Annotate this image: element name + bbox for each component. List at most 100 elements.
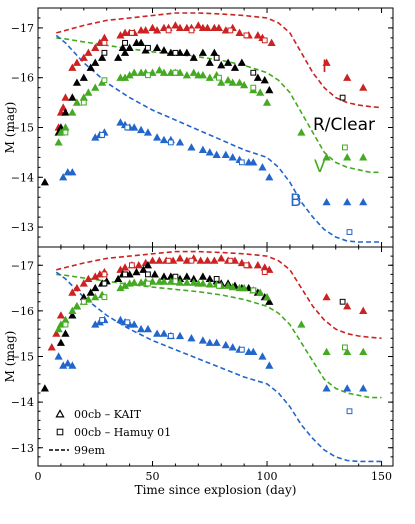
kait-point-B xyxy=(359,384,368,392)
kait-point-R xyxy=(205,58,214,66)
kait-point-V xyxy=(130,68,139,76)
model-curve-B xyxy=(55,34,382,243)
kait-point-R xyxy=(224,58,233,66)
kait-point-V xyxy=(72,98,82,106)
hamuy-point-V xyxy=(342,144,348,151)
hamuy-point-V xyxy=(250,84,257,91)
kait-point-V xyxy=(240,283,249,292)
kait-point-B xyxy=(159,135,169,144)
kait-point-V xyxy=(54,324,63,333)
kait-point-R xyxy=(189,53,198,61)
kait-point-R xyxy=(91,283,100,292)
y-tick-label: −15 xyxy=(11,351,34,364)
kait-point-I xyxy=(47,343,56,351)
hamuy-point-V xyxy=(216,74,222,81)
hamuy-point-B xyxy=(346,229,353,235)
kait-point-R xyxy=(217,61,226,69)
hamuy-point-B xyxy=(124,124,131,131)
x-axis-label: Time since explosion (day) xyxy=(135,483,297,497)
hamuy-point-V xyxy=(62,129,69,136)
hamuy-point-I xyxy=(261,37,268,44)
kait-point-I xyxy=(100,33,109,41)
kait-point-V xyxy=(256,88,265,96)
kait-point-I xyxy=(148,256,157,264)
kait-point-I xyxy=(171,21,180,29)
kait-point-I xyxy=(235,28,244,37)
kait-point-V xyxy=(159,68,169,76)
top-panel: −13 −14 −15 −16 −17 M (mag) I R/Clear VB xyxy=(3,7,394,248)
hamuy-point-I xyxy=(227,27,234,34)
hamuy-point-B xyxy=(167,333,174,339)
model-curve-I xyxy=(56,250,382,339)
kait-point-B xyxy=(198,336,207,344)
kait-point-V xyxy=(359,347,368,356)
kait-point-I xyxy=(203,256,212,264)
hamuy-point-B xyxy=(99,132,106,138)
kait-point-B xyxy=(265,361,274,369)
model-curve-V xyxy=(56,37,382,174)
x-tick-label: 50 xyxy=(146,470,160,483)
kait-point-I xyxy=(322,58,331,66)
kait-point-B xyxy=(258,352,267,360)
kait-point-V xyxy=(359,153,368,161)
x-tick-label: 100 xyxy=(257,470,278,483)
kait-point-I xyxy=(253,31,262,39)
hamuy-point-V xyxy=(172,278,179,285)
band-label-R: R/Clear xyxy=(313,115,375,135)
kait-point-I xyxy=(79,53,88,61)
kait-point-B xyxy=(212,150,221,159)
kait-point-I xyxy=(196,256,205,264)
kait-point-R xyxy=(153,43,162,51)
kait-point-B xyxy=(359,197,368,206)
kait-point-R xyxy=(253,73,262,81)
kait-point-R xyxy=(118,43,127,51)
kait-point-I xyxy=(359,83,368,91)
kait-point-B xyxy=(175,138,185,146)
kait-point-V xyxy=(182,70,191,79)
kait-point-B xyxy=(68,361,77,369)
kait-point-I xyxy=(210,256,219,264)
kait-point-R xyxy=(68,93,77,101)
kait-point-R xyxy=(182,48,191,56)
y-axis-label: M (mag) xyxy=(3,102,17,154)
hamuy-point-R xyxy=(172,49,179,56)
kait-point-V xyxy=(68,108,77,116)
kait-point-B xyxy=(205,338,214,346)
kait-point-I xyxy=(56,311,65,319)
kait-point-I xyxy=(253,261,262,269)
kait-point-I xyxy=(148,23,157,32)
kait-point-V xyxy=(235,78,244,86)
hamuy-point-R xyxy=(339,298,346,305)
kait-point-B xyxy=(228,343,237,351)
kait-point-B xyxy=(198,145,207,154)
kait-point-V xyxy=(262,98,272,106)
kait-point-I xyxy=(217,254,226,262)
kait-point-B xyxy=(249,158,258,166)
kait-point-R xyxy=(86,63,95,71)
kait-point-B xyxy=(343,384,352,392)
kait-point-R xyxy=(86,288,95,296)
kait-point-V xyxy=(322,347,331,356)
kait-point-I xyxy=(175,254,185,262)
kait-point-I xyxy=(134,261,143,269)
kait-point-V xyxy=(68,306,77,314)
hamuy-point-V xyxy=(250,287,257,294)
hamuy-point-B xyxy=(167,139,174,146)
kait-point-V xyxy=(224,281,233,289)
kait-point-I xyxy=(59,103,68,111)
kait-point-B xyxy=(143,128,153,136)
kait-point-I xyxy=(72,283,82,292)
model-curve-B xyxy=(55,271,382,463)
kait-point-V xyxy=(217,78,226,86)
kait-point-B xyxy=(258,163,267,171)
kait-point-B xyxy=(153,329,162,337)
kait-point-R xyxy=(61,108,70,116)
kait-point-V xyxy=(228,282,237,291)
kait-point-V xyxy=(322,153,331,161)
hamuy-point-R xyxy=(101,280,108,287)
kait-point-B xyxy=(228,153,237,161)
kait-point-R xyxy=(150,270,159,278)
kait-point-I xyxy=(68,63,77,71)
kait-point-V xyxy=(228,78,237,86)
kait-point-V xyxy=(155,66,164,74)
